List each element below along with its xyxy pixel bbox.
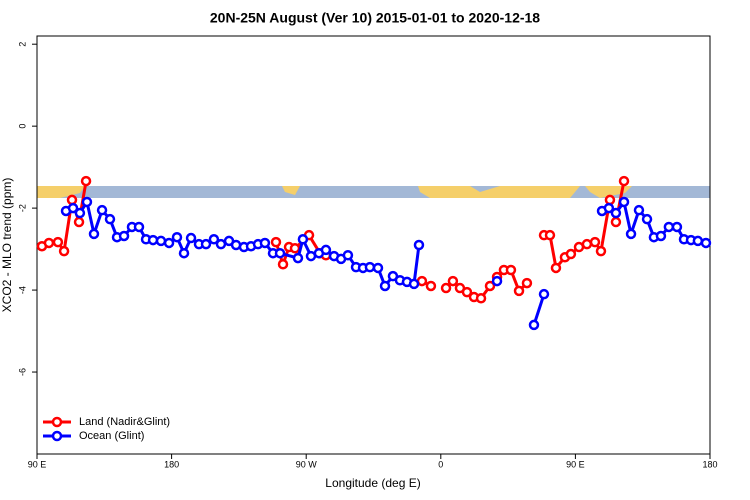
data-point <box>67 202 79 214</box>
data-point <box>52 236 64 248</box>
data-point <box>589 236 601 248</box>
data-point <box>292 252 304 264</box>
data-point <box>581 238 593 250</box>
legend: Land (Nadir&Glint) Ocean (Glint) <box>43 416 170 442</box>
data-point <box>618 196 630 208</box>
data-point <box>440 282 452 294</box>
data-point <box>178 247 190 259</box>
x-tick-label: 90 E <box>566 459 585 469</box>
legend-marker <box>51 416 63 428</box>
y-tick-label: -4 <box>17 286 27 294</box>
data-point <box>610 207 622 219</box>
data-point <box>655 230 667 242</box>
data-point <box>603 202 615 214</box>
y-axis-label: XCO2 - MLO trend (ppm) <box>0 178 14 313</box>
chart-title: 20N-25N August (Ver 10) 2015-01-01 to 20… <box>210 10 540 26</box>
data-point <box>118 230 130 242</box>
map-strip <box>37 186 710 198</box>
x-tick-label: 180 <box>702 459 717 469</box>
data-point <box>475 293 487 304</box>
data-point <box>633 204 645 216</box>
y-tick-label: -2 <box>17 204 27 212</box>
data-point <box>88 228 100 240</box>
data-point <box>215 238 227 250</box>
data-point <box>96 204 108 216</box>
data-point <box>66 194 78 206</box>
data-point <box>484 280 496 292</box>
x-tick-label: 90 W <box>296 459 318 469</box>
data-point <box>595 245 607 257</box>
data-point <box>565 248 577 260</box>
data-point <box>81 196 93 208</box>
data-point <box>342 249 354 261</box>
data-point <box>297 234 309 245</box>
data-point <box>604 194 616 206</box>
data-point <box>270 236 282 248</box>
data-point <box>58 245 70 257</box>
data-point <box>610 216 622 228</box>
legend-label: Ocean (Glint) <box>79 430 144 442</box>
x-tick-label: 180 <box>164 459 179 469</box>
legend-marker <box>51 430 63 442</box>
data-point <box>663 221 675 233</box>
data-point <box>185 232 197 244</box>
data-point <box>461 286 473 298</box>
data-point <box>700 237 712 249</box>
data-point <box>550 262 562 274</box>
data-point <box>528 319 540 331</box>
data-point <box>259 237 271 249</box>
data-point <box>625 228 637 240</box>
data-point <box>618 175 630 187</box>
data-point <box>289 243 301 254</box>
data-point <box>408 278 420 290</box>
data-point <box>208 234 220 245</box>
data-point <box>425 280 437 292</box>
data-point <box>104 213 116 225</box>
data-point <box>200 238 212 250</box>
data-point <box>171 231 183 243</box>
x-tick-label: 0 <box>438 459 443 469</box>
data-point <box>544 229 556 241</box>
data-point <box>491 275 503 287</box>
data-point <box>513 285 525 297</box>
data-point <box>74 207 86 219</box>
plot-frame <box>36 35 711 455</box>
data-point <box>133 221 145 233</box>
data-point <box>277 259 289 270</box>
data-point <box>671 221 683 233</box>
y-tick-label: -6 <box>17 368 27 376</box>
data-point <box>43 237 55 249</box>
data-point <box>447 275 459 287</box>
y-tick-label: 0 <box>17 124 27 129</box>
series-line <box>65 198 707 326</box>
series-line <box>41 180 626 300</box>
data-point <box>641 213 653 225</box>
data-point <box>538 288 550 300</box>
legend-label: Land (Nadir&Glint) <box>79 416 170 428</box>
data-point <box>80 175 92 187</box>
data-point <box>155 235 167 247</box>
data-point <box>364 261 376 273</box>
data-point <box>521 277 533 289</box>
data-point <box>320 244 332 256</box>
data-point <box>372 262 384 274</box>
data-point <box>379 280 391 292</box>
data-point <box>505 264 517 276</box>
data-point <box>274 247 286 259</box>
data-point <box>413 239 425 251</box>
y-tick-label: 2 <box>17 42 27 47</box>
data-point <box>73 216 85 228</box>
data-point <box>163 237 175 249</box>
x-axis-label: Longitude (deg E) <box>325 476 420 490</box>
data-point <box>692 235 704 247</box>
x-tick-label: 90 E <box>28 459 47 469</box>
